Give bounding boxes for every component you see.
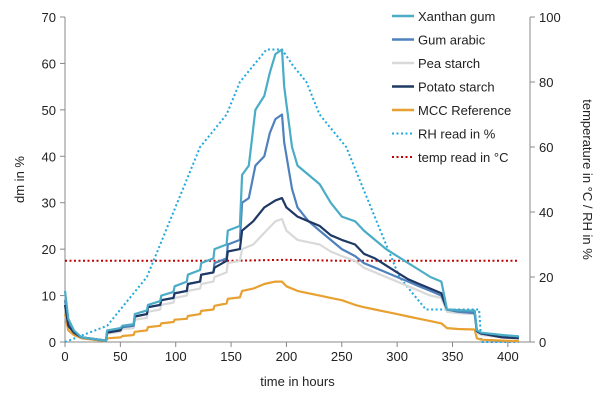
y2-tick-label: 100 (539, 10, 561, 25)
y2-tick-label: 40 (539, 205, 553, 220)
x-tick-label: 400 (497, 349, 519, 364)
y-tick-label: 20 (42, 242, 56, 257)
x-tick-label: 250 (331, 349, 353, 364)
x-tick-label: 50 (113, 349, 127, 364)
y-tick-label: 70 (42, 10, 56, 25)
y-tick-label: 60 (42, 56, 56, 71)
ticks-layer: 0 50 100 150 200 250 300 350 400 0 10 20 30 40 50 60 70 0… (42, 10, 561, 364)
legend-label-xanthan-gum: Xanthan gum (418, 9, 495, 24)
y-tick-label: 10 (42, 289, 56, 304)
x-tick-label: 300 (386, 349, 408, 364)
legend-label-gum-arabic: Gum arabic (418, 33, 486, 48)
y2-tick-label: 20 (539, 270, 553, 285)
y2-tick-label: 0 (539, 335, 546, 350)
y2-axis-title: temperature in °C / RH in % (580, 99, 595, 260)
y-tick-label: 30 (42, 196, 56, 211)
legend-label-potato-starch: Potato starch (418, 80, 495, 95)
x-tick-label: 150 (220, 349, 242, 364)
axes-layer: time in hours dm in % temperature in °C … (12, 17, 595, 389)
legend: Xanthan gum Gum arabic Pea starch Potato st… (392, 9, 511, 165)
y2-tick-label: 80 (539, 75, 553, 90)
legend-label-mcc-reference: MCC Reference (418, 103, 511, 118)
series-line-potato-starch (63, 197, 519, 342)
legend-label-temp-read-in-c: temp read in °C (418, 150, 508, 165)
series-line-mcc-reference (63, 280, 519, 343)
series-line-temp-read-in-c (65, 258, 519, 262)
y-axis-title: dm in % (12, 156, 27, 203)
y-tick-label: 0 (49, 335, 56, 350)
legend-label-rh-read-in: RH read in % (418, 127, 496, 142)
y2-tick-label: 60 (539, 140, 553, 155)
legend-label-pea-starch: Pea starch (418, 56, 480, 71)
y-tick-label: 50 (42, 103, 56, 118)
y-tick-label: 40 (42, 149, 56, 164)
x-tick-label: 0 (61, 349, 68, 364)
x-axis-title: time in hours (260, 374, 335, 389)
series-layer (63, 48, 519, 343)
x-tick-label: 200 (276, 349, 298, 364)
x-tick-label: 100 (165, 349, 187, 364)
series-line-xanthan-gum (63, 48, 519, 342)
x-tick-label: 350 (442, 349, 464, 364)
